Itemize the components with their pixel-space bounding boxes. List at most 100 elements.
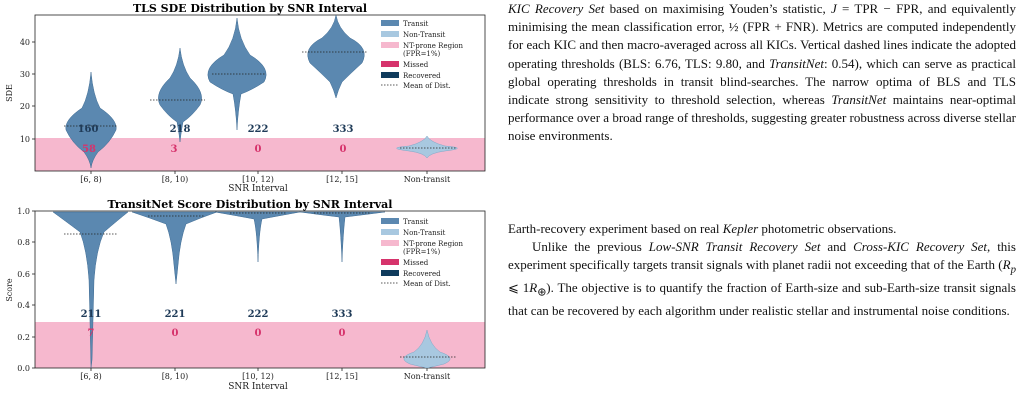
sde-ylabel: SDE [5, 84, 14, 102]
paragraph-objective: Unlike the previous Low-SNR Transit Reco… [508, 238, 1016, 320]
legend-label: Mean of Dist. [403, 280, 451, 288]
text-italic: TransitNet [769, 55, 824, 71]
text-span: , this experiment specifically targets t… [508, 238, 1016, 273]
score-ylabel: Score [5, 278, 14, 302]
legend-label: Mean of Dist. [403, 82, 451, 90]
legend-swatch-missed [381, 61, 399, 67]
sde-xlabel: SNR Interval [228, 184, 288, 194]
earth-symbol: ⊕ [537, 286, 547, 299]
text-italic: Low-SNR Transit Recovery Set [648, 238, 821, 254]
text-span: and [820, 238, 854, 254]
text-italic: TransitNet [831, 92, 887, 108]
legend-swatch-missed [381, 259, 399, 265]
score-violin [131, 211, 218, 285]
body-text-column: KIC Recovery Set based on maximising You… [508, 0, 1016, 410]
text-italic: J [830, 1, 837, 16]
text-span: ). The objective is to quantify the frac… [508, 279, 1016, 318]
score-yaxis: 0.0 0.2 0.4 0.6 0.8 1.0 Score [5, 207, 35, 373]
text-italic: KIC Recovery Set [508, 1, 605, 16]
text-italic: R [529, 279, 538, 295]
sde-xtick: [12, 15] [326, 175, 358, 184]
score-recovered-count: 211 [81, 309, 102, 320]
score-recovered-count: 222 [248, 309, 269, 320]
paragraph-earth-recovery: Earth-recovery experiment based on real … [508, 220, 1016, 238]
score-recovered-count: 221 [165, 309, 186, 320]
legend-swatch-recovered [381, 72, 399, 78]
sde-legend: Transit Non-Transit NT-prone Region (FPR… [381, 20, 464, 90]
score-xtick: [6, 8) [80, 372, 102, 381]
score-ytick: 0.6 [17, 270, 30, 279]
legend-label: Recovered [403, 270, 441, 278]
score-missed-count: 0 [255, 328, 262, 339]
text-span: : 0.54), which can serve as practical gl… [508, 55, 1016, 108]
score-plot-frame [34, 210, 486, 369]
score-missed-count: 0 [172, 328, 179, 339]
sde-recovered-count: 218 [170, 124, 191, 135]
sde-ytick: 40 [20, 38, 30, 47]
text-span: Unlike the previous [532, 238, 649, 254]
sde-nontransit-violin [396, 135, 458, 159]
sde-means [64, 51, 456, 149]
spacer [508, 146, 1016, 220]
score-xlabel: SNR Interval [228, 382, 288, 392]
legend-label: Non-Transit [403, 229, 445, 237]
sde-xtick: [8, 10) [162, 175, 189, 184]
legend-label: (FPR=1%) [403, 248, 441, 256]
legend-label: (FPR=1%) [403, 50, 441, 58]
sde-missed-count: 3 [171, 144, 178, 155]
score-ytick: 0.8 [17, 238, 30, 247]
score-ytick: 0.2 [17, 333, 30, 342]
score-xtick: [8, 10) [162, 372, 189, 381]
sde-panel: TLS SDE Distribution by SNR Interval 10 … [5, 2, 486, 194]
sde-ytick: 10 [20, 135, 30, 144]
legend-label: Missed [403, 259, 429, 267]
score-missed-count: 0 [339, 328, 346, 339]
sde-nt-prone-region [35, 138, 485, 171]
figure-svg: TLS SDE Distribution by SNR Interval 10 … [5, 2, 486, 392]
text-span: maintains near-optimal performance over … [508, 92, 1016, 144]
text-fraction: ½ [728, 19, 739, 35]
legend-label: NT-prone Region [403, 42, 464, 50]
sde-missed-count: 0 [255, 144, 262, 155]
score-ytick: 0.4 [17, 301, 30, 310]
legend-swatch-recovered [381, 270, 399, 276]
legend-swatch-nt-prone [381, 240, 399, 246]
legend-swatch-nontransit [381, 229, 399, 235]
sde-ytick: 20 [20, 102, 30, 111]
text-italic: p [1010, 263, 1016, 276]
text-span: Earth-recovery experiment based on real [508, 220, 723, 236]
sde-violin [307, 14, 365, 99]
sde-xtick: [6, 8) [80, 175, 102, 184]
sde-recovered-count: 333 [333, 124, 354, 135]
score-xtick: [12, 15] [326, 372, 358, 381]
sde-plot-frame [34, 14, 486, 172]
sde-chart-title: TLS SDE Distribution by SNR Interval [133, 2, 367, 15]
score-legend: Transit Non-Transit NT-prone Region (FPR… [381, 218, 464, 288]
legend-swatch-transit [381, 218, 399, 224]
text-span: ⩽ 1 [508, 279, 530, 295]
score-xtick: [10, 12) [242, 372, 274, 381]
score-ytick: 0.0 [17, 364, 30, 373]
sde-xtick: Non-transit [404, 175, 451, 184]
legend-label: NT-prone Region [403, 240, 464, 248]
score-xtick: Non-transit [404, 372, 451, 381]
sde-violin [65, 71, 117, 169]
sde-yaxis: 10 20 30 40 SDE [5, 38, 35, 144]
sde-missed-count: 58 [82, 144, 96, 155]
paragraph-metrics: KIC Recovery Set based on maximising You… [508, 0, 1016, 146]
score-violin [52, 211, 129, 369]
legend-label: Missed [403, 61, 429, 69]
text-italic: Cross-KIC Recovery Set [853, 238, 988, 254]
score-ytick: 1.0 [17, 207, 30, 216]
score-chart-title: TransitNet Score Distribution by SNR Int… [107, 198, 392, 211]
legend-label: Transit [403, 20, 429, 28]
text-italic: Kepler [722, 220, 759, 236]
legend-label: Non-Transit [403, 31, 445, 39]
legend-label: Transit [403, 218, 429, 226]
score-counts: 211 221 222 333 7 0 0 0 [81, 309, 353, 339]
score-missed-count: 7 [88, 328, 95, 339]
score-violin [299, 211, 386, 263]
text-italic: R [1002, 257, 1011, 273]
score-recovered-count: 333 [332, 309, 353, 320]
score-panel: TransitNet Score Distribution by SNR Int… [5, 198, 486, 392]
